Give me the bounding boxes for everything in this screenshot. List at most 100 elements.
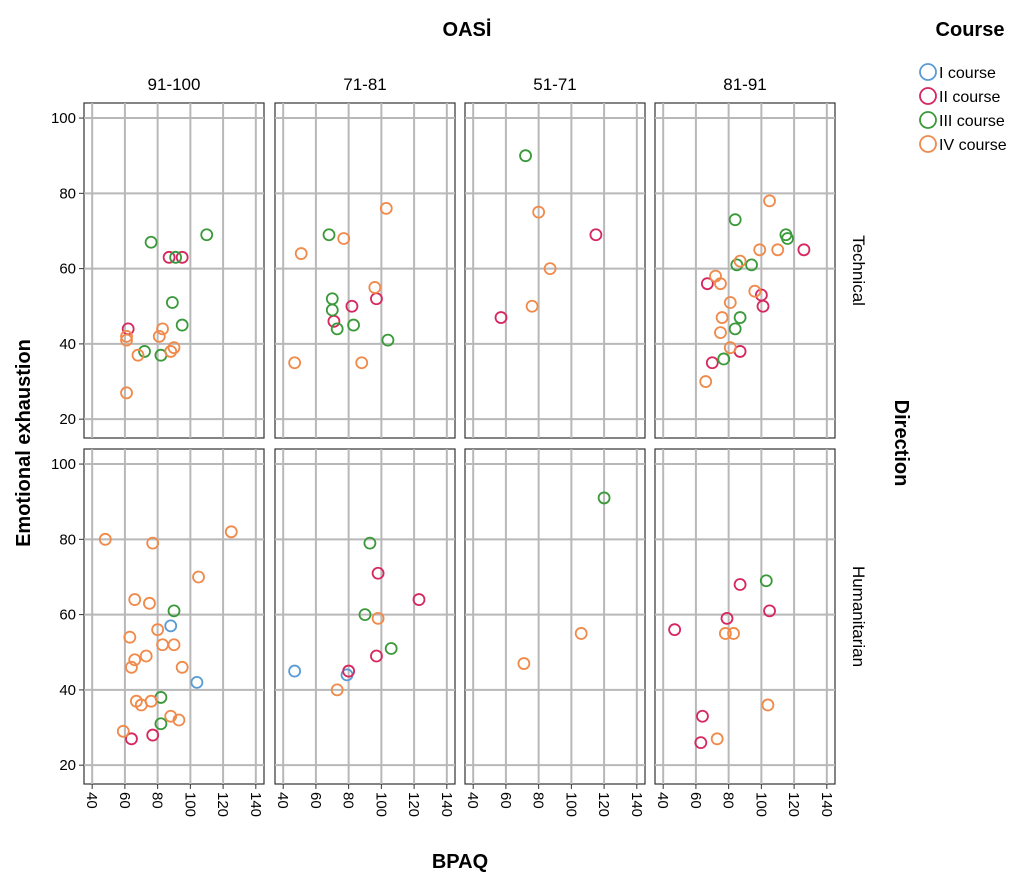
data-point-iv-course [288, 356, 302, 370]
data-point-iii-course [358, 608, 372, 622]
facet-column-title: OASİ [443, 18, 492, 41]
y-tick-label: 40 [59, 336, 76, 353]
legend-label: I course [939, 65, 996, 82]
data-point-iv-course [98, 532, 112, 546]
column-strip-label: 91-100 [148, 75, 201, 94]
data-point-ii-course [342, 664, 356, 678]
data-point-ii-course [694, 736, 708, 749]
x-tick-label: 100 [181, 792, 198, 817]
data-point-iii-course [347, 318, 360, 332]
legend-item-i-course: I course [919, 63, 996, 82]
data-point-iii-course [730, 258, 744, 272]
data-point-ii-course [345, 299, 359, 313]
data-point-iv-course [714, 326, 727, 340]
legend-title: Course [936, 19, 1005, 41]
data-point-iv-course [120, 386, 133, 400]
data-point-iv-course [761, 698, 775, 712]
y-tick-label: 80 [59, 531, 76, 548]
legend-marker [919, 135, 937, 153]
data-point-iv-course [224, 525, 238, 539]
facet-row-title: Direction [890, 400, 912, 487]
panel-humanitarian-51-71 [464, 448, 646, 785]
data-point-iv-course [167, 341, 181, 355]
data-point-iv-course [723, 296, 737, 309]
x-tick-label: 120 [785, 792, 802, 817]
data-point-iv-course [379, 201, 393, 215]
column-strip-label: 81-91 [723, 75, 766, 94]
legend-marker [919, 111, 937, 129]
data-point-iv-course [763, 194, 776, 208]
data-point-iii-course [175, 318, 189, 332]
data-point-i-course [288, 664, 302, 678]
data-point-iii-course [200, 228, 214, 242]
data-point-iv-course [128, 593, 142, 606]
x-tick-label: 80 [340, 792, 357, 809]
data-point-iv-course [532, 205, 546, 219]
legend-marker [919, 63, 937, 81]
data-point-iii-course [381, 333, 395, 347]
data-point-iii-course [167, 604, 181, 618]
column-strip-label: 51-71 [533, 75, 576, 94]
data-point-iii-course [728, 213, 742, 227]
y-tick-label: 100 [51, 110, 76, 127]
data-point-iv-course [330, 683, 344, 697]
x-tick-label: 40 [464, 792, 481, 809]
data-point-iv-course [167, 638, 181, 652]
data-point-iv-course [294, 247, 308, 260]
data-point-iv-course [748, 284, 762, 298]
data-point-iv-course [192, 570, 205, 584]
legend-label: IV course [939, 137, 1007, 154]
data-point-iv-course [355, 356, 369, 370]
data-point-iv-course [143, 596, 156, 610]
x-tick-label: 60 [116, 792, 133, 809]
panel-frame [654, 448, 836, 785]
data-point-iv-course [525, 299, 539, 313]
data-point-iv-course [727, 627, 740, 640]
data-point-iii-course [325, 303, 339, 317]
data-point-ii-course [589, 228, 603, 242]
panel-technical-91-100 [83, 102, 265, 439]
data-point-iv-course [771, 243, 785, 257]
x-tick-label: 100 [372, 792, 389, 817]
data-point-iv-course [146, 536, 160, 550]
data-point-iii-course [322, 228, 336, 242]
data-point-ii-course [700, 277, 714, 291]
x-axis-title: BPAQ [432, 851, 488, 873]
data-point-iv-course [164, 345, 178, 358]
data-point-iv-course [718, 627, 732, 640]
data-point-iii-course [717, 352, 731, 366]
data-point-iv-course [139, 649, 153, 663]
data-point-iii-course [384, 642, 398, 655]
y-tick-label: 40 [59, 682, 76, 699]
data-point-iii-course [759, 574, 773, 588]
data-point-ii-course [705, 356, 719, 370]
data-point-iv-course [517, 657, 531, 670]
legend-item-ii-course: II course [919, 87, 1000, 106]
data-point-ii-course [696, 709, 709, 723]
y-tick-label: 20 [59, 411, 76, 428]
legend-item-iii-course: III course [919, 111, 1005, 130]
data-point-iv-course [125, 660, 138, 674]
data-point-iv-course [123, 630, 137, 644]
data-point-iv-course [710, 732, 724, 746]
data-point-iii-course [169, 250, 183, 264]
data-point-ii-course [412, 593, 426, 606]
x-tick-label: 100 [752, 792, 769, 817]
data-point-iv-course [699, 375, 713, 388]
data-point-ii-course [797, 243, 811, 257]
panel-technical-71-81 [274, 102, 456, 439]
data-point-iv-course [116, 724, 130, 738]
data-point-iv-course [371, 611, 385, 625]
data-point-i-course [190, 675, 204, 689]
data-point-iv-course [753, 243, 767, 257]
panel-humanitarian-81-91 [654, 448, 836, 785]
panel-frame [274, 102, 456, 439]
data-point-iv-course [714, 277, 727, 291]
row-strip-label: Technical [849, 235, 868, 306]
y-tick-label: 60 [59, 607, 76, 624]
data-point-iv-course [120, 333, 133, 347]
x-tick-label: 80 [149, 792, 166, 809]
panel-frame [654, 102, 836, 439]
data-point-ii-course [720, 611, 734, 625]
